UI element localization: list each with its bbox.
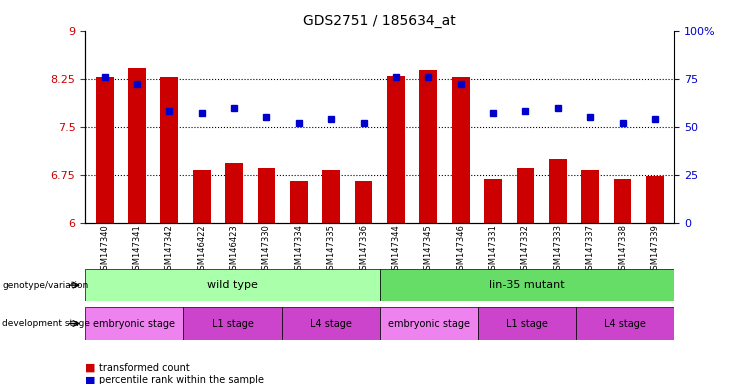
Bar [581, 170, 599, 223]
Text: ■: ■ [85, 363, 96, 373]
Text: embryonic stage: embryonic stage [388, 318, 470, 329]
Bar [85, 269, 380, 301]
Bar [419, 70, 437, 223]
Text: percentile rank within the sample: percentile rank within the sample [99, 375, 264, 384]
Text: L1 stage: L1 stage [506, 318, 548, 329]
Text: L4 stage: L4 stage [604, 318, 646, 329]
Text: wild type: wild type [207, 280, 258, 290]
Bar [193, 170, 210, 223]
Text: transformed count: transformed count [99, 363, 189, 373]
Bar [258, 168, 276, 223]
Text: L4 stage: L4 stage [310, 318, 352, 329]
Bar [290, 181, 308, 223]
Bar [355, 181, 373, 223]
Title: GDS2751 / 185634_at: GDS2751 / 185634_at [303, 14, 456, 28]
Bar [282, 307, 380, 340]
Text: embryonic stage: embryonic stage [93, 318, 176, 329]
Bar [549, 159, 567, 223]
Bar [387, 76, 405, 223]
Bar [380, 269, 674, 301]
Text: development stage: development stage [2, 319, 90, 328]
Text: ■: ■ [85, 375, 96, 384]
Bar [96, 77, 113, 223]
Bar [380, 307, 478, 340]
Bar [614, 179, 631, 223]
Bar [128, 68, 146, 223]
Text: L1 stage: L1 stage [211, 318, 253, 329]
Text: lin-35 mutant: lin-35 mutant [489, 280, 565, 290]
Bar [322, 170, 340, 223]
Bar [184, 307, 282, 340]
Bar [484, 179, 502, 223]
Bar [516, 168, 534, 223]
Bar [646, 176, 664, 223]
Bar [478, 307, 576, 340]
Bar [452, 77, 470, 223]
Bar [225, 163, 243, 223]
Text: genotype/variation: genotype/variation [2, 281, 88, 290]
Bar [161, 78, 179, 223]
Bar [576, 307, 674, 340]
Bar [85, 307, 184, 340]
